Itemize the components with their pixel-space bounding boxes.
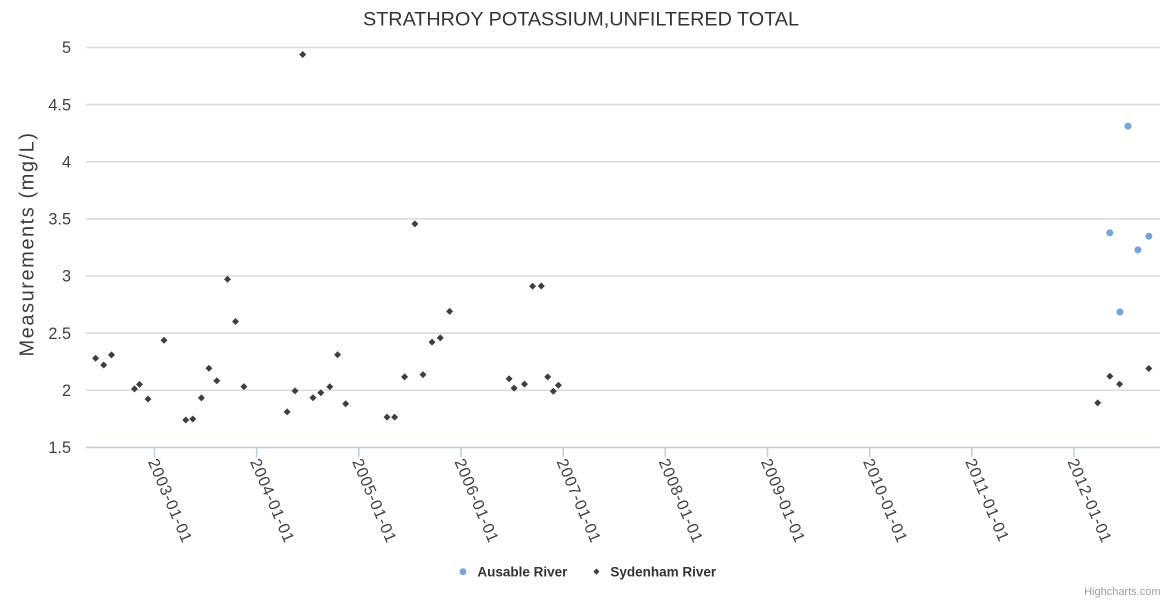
- svg-text:4.5: 4.5: [48, 96, 71, 114]
- svg-text:2.5: 2.5: [48, 325, 71, 343]
- svg-text:Measurements (mg/L): Measurements (mg/L): [16, 131, 38, 356]
- svg-text:4: 4: [62, 154, 71, 172]
- svg-text:Ausable River: Ausable River: [477, 564, 568, 579]
- svg-text:2: 2: [62, 382, 71, 400]
- svg-text:3.5: 3.5: [48, 211, 71, 229]
- svg-text:5: 5: [62, 39, 71, 57]
- svg-text:1.5: 1.5: [48, 439, 71, 457]
- svg-text:3: 3: [62, 268, 71, 286]
- svg-text:STRATHROY POTASSIUM,UNFILTERED: STRATHROY POTASSIUM,UNFILTERED TOTAL: [363, 8, 799, 30]
- svg-text:Highcharts.com: Highcharts.com: [1084, 586, 1160, 598]
- svg-text:Sydenham River: Sydenham River: [610, 564, 717, 579]
